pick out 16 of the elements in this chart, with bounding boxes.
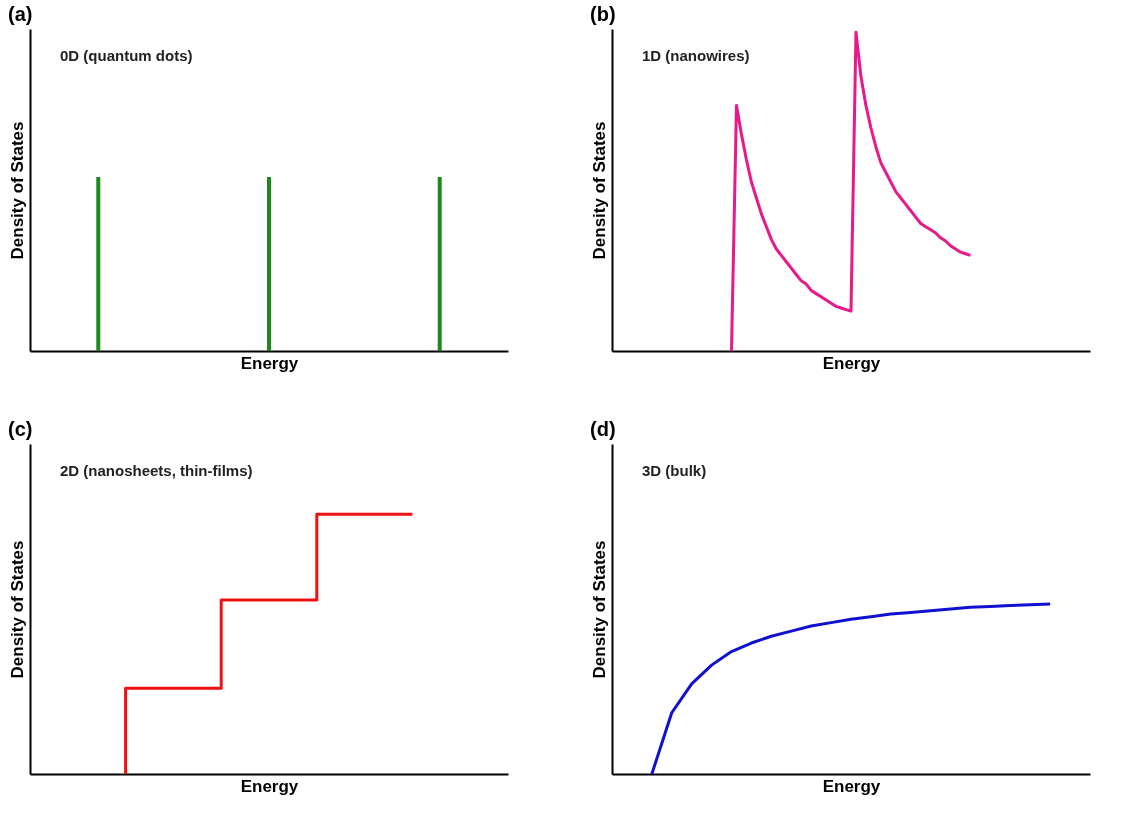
- text: 0D (quantum dots): [60, 47, 193, 64]
- y-axis-title: Density of States: [7, 540, 27, 679]
- text: 2D (nanosheets, thin-films): [60, 462, 253, 479]
- y-axis-title: Density of States: [589, 540, 609, 679]
- text: 3D (bulk): [642, 462, 707, 479]
- x-axis-title: Energy: [240, 353, 299, 373]
- x-axis-title: Energy: [822, 776, 881, 796]
- y-axis-title: Density of States: [7, 121, 27, 260]
- chart-title: (c): [8, 418, 33, 440]
- chart-title: (a): [8, 3, 33, 25]
- x-axis-title: Energy: [822, 353, 881, 373]
- x-axis-title: Energy: [240, 776, 299, 796]
- chart-title: (b): [590, 3, 616, 25]
- chart-title: (d): [590, 418, 616, 440]
- annotation: 1D (nanowires): [642, 47, 750, 64]
- y-axis-title: Density of States: [589, 121, 609, 260]
